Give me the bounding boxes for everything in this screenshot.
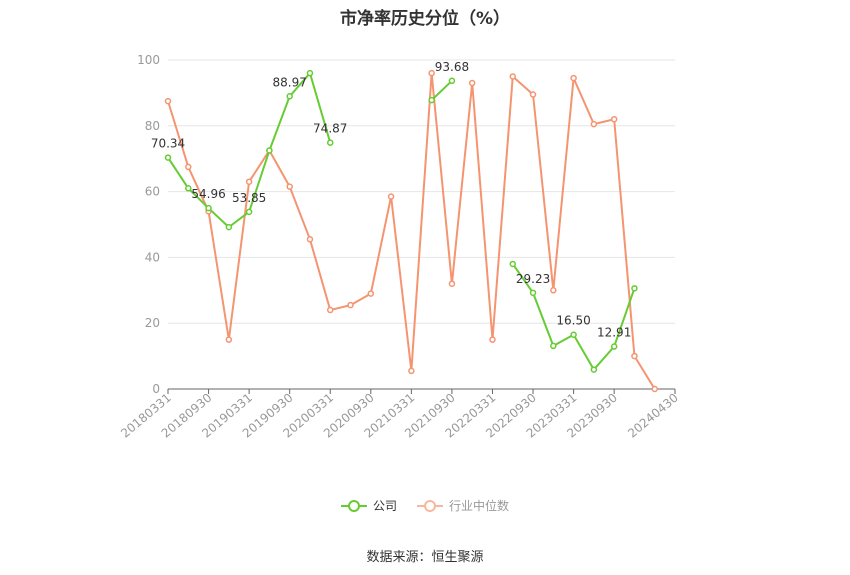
data-point[interactable] [205,204,212,212]
data-source-note: 数据来源：恒生聚源 [366,550,484,565]
data-point[interactable] [326,306,334,314]
data-point[interactable] [408,367,415,375]
data-point[interactable] [326,139,334,146]
legend-company-swatch-icon [340,499,367,513]
data-point[interactable] [225,336,233,343]
data-label: 93.68 [435,60,469,74]
y-tick-label: 20 [145,316,160,330]
chart-title: 市净率历史分位（%） [339,9,511,29]
data-point[interactable] [610,115,618,123]
data-point[interactable] [286,183,293,190]
grid-lines [168,59,675,324]
series-line [430,80,453,101]
data-point[interactable] [387,193,395,200]
data-point[interactable] [570,74,577,82]
series-line [167,72,656,390]
legend: 公司 行业中位数 [0,497,850,514]
data-point[interactable] [651,385,658,393]
data-label: 54.96 [191,187,225,201]
data-point[interactable] [185,185,192,192]
data-point[interactable] [185,163,192,171]
y-tick-label: 60 [145,185,160,199]
data-point[interactable] [306,236,314,243]
data-point[interactable] [631,352,638,360]
data-point[interactable] [367,290,375,297]
legend-company-label: 公司 [372,499,397,513]
data-point[interactable] [590,366,598,373]
data-label: 16.50 [556,314,590,328]
y-tick-label: 100 [137,53,160,67]
data-point[interactable] [509,260,517,268]
data-label: 53.85 [232,191,266,205]
data-label: 29.23 [516,272,550,286]
data-point[interactable] [468,79,476,87]
data-point[interactable] [529,289,537,297]
data-point[interactable] [164,154,172,161]
data-point[interactable] [448,77,456,85]
legend-industry-swatch-icon [417,499,443,513]
y-tick-label: 80 [145,119,160,133]
data-label: 12.91 [597,326,631,340]
data-point[interactable] [590,120,598,128]
y-tick-label: 40 [145,250,160,264]
data-point[interactable] [225,223,233,231]
series-lines [164,69,658,393]
data-point[interactable] [509,73,517,80]
data-point[interactable] [570,331,577,338]
data-point[interactable] [448,280,456,287]
data-point[interactable] [245,178,253,185]
data-point[interactable] [550,342,557,350]
data-label: 88.97 [273,75,307,89]
legend-industry-label: 行业中位数 [449,499,510,513]
data-point[interactable] [489,336,496,343]
data-point[interactable] [164,97,172,105]
legend-item-company[interactable]: 公司 [340,497,397,514]
y-tick-label: 0 [152,382,160,396]
data-point[interactable] [266,147,273,154]
data-point[interactable] [347,301,354,309]
data-label: 74.87 [313,122,347,136]
series-industry-median [164,69,658,393]
data-point[interactable] [428,96,435,104]
data-label: 70.34 [151,137,185,151]
legend-item-industry-median[interactable]: 行业中位数 [417,497,509,514]
axes: 0204060801002018033120180930201903312019… [118,53,681,441]
data-point[interactable] [286,93,293,100]
data-point[interactable] [550,287,557,294]
data-point[interactable] [306,69,314,77]
data-point[interactable] [245,208,253,216]
data-labels: 70.34 54.96 53.85 88.97 74.87 93.68 29.23 16.50… [151,60,632,340]
data-point[interactable] [529,91,537,98]
data-point[interactable] [428,69,435,77]
series-company [164,69,638,373]
data-point[interactable] [610,343,618,350]
data-point[interactable] [631,285,638,292]
x-tick-label: 20240430 [625,391,681,441]
